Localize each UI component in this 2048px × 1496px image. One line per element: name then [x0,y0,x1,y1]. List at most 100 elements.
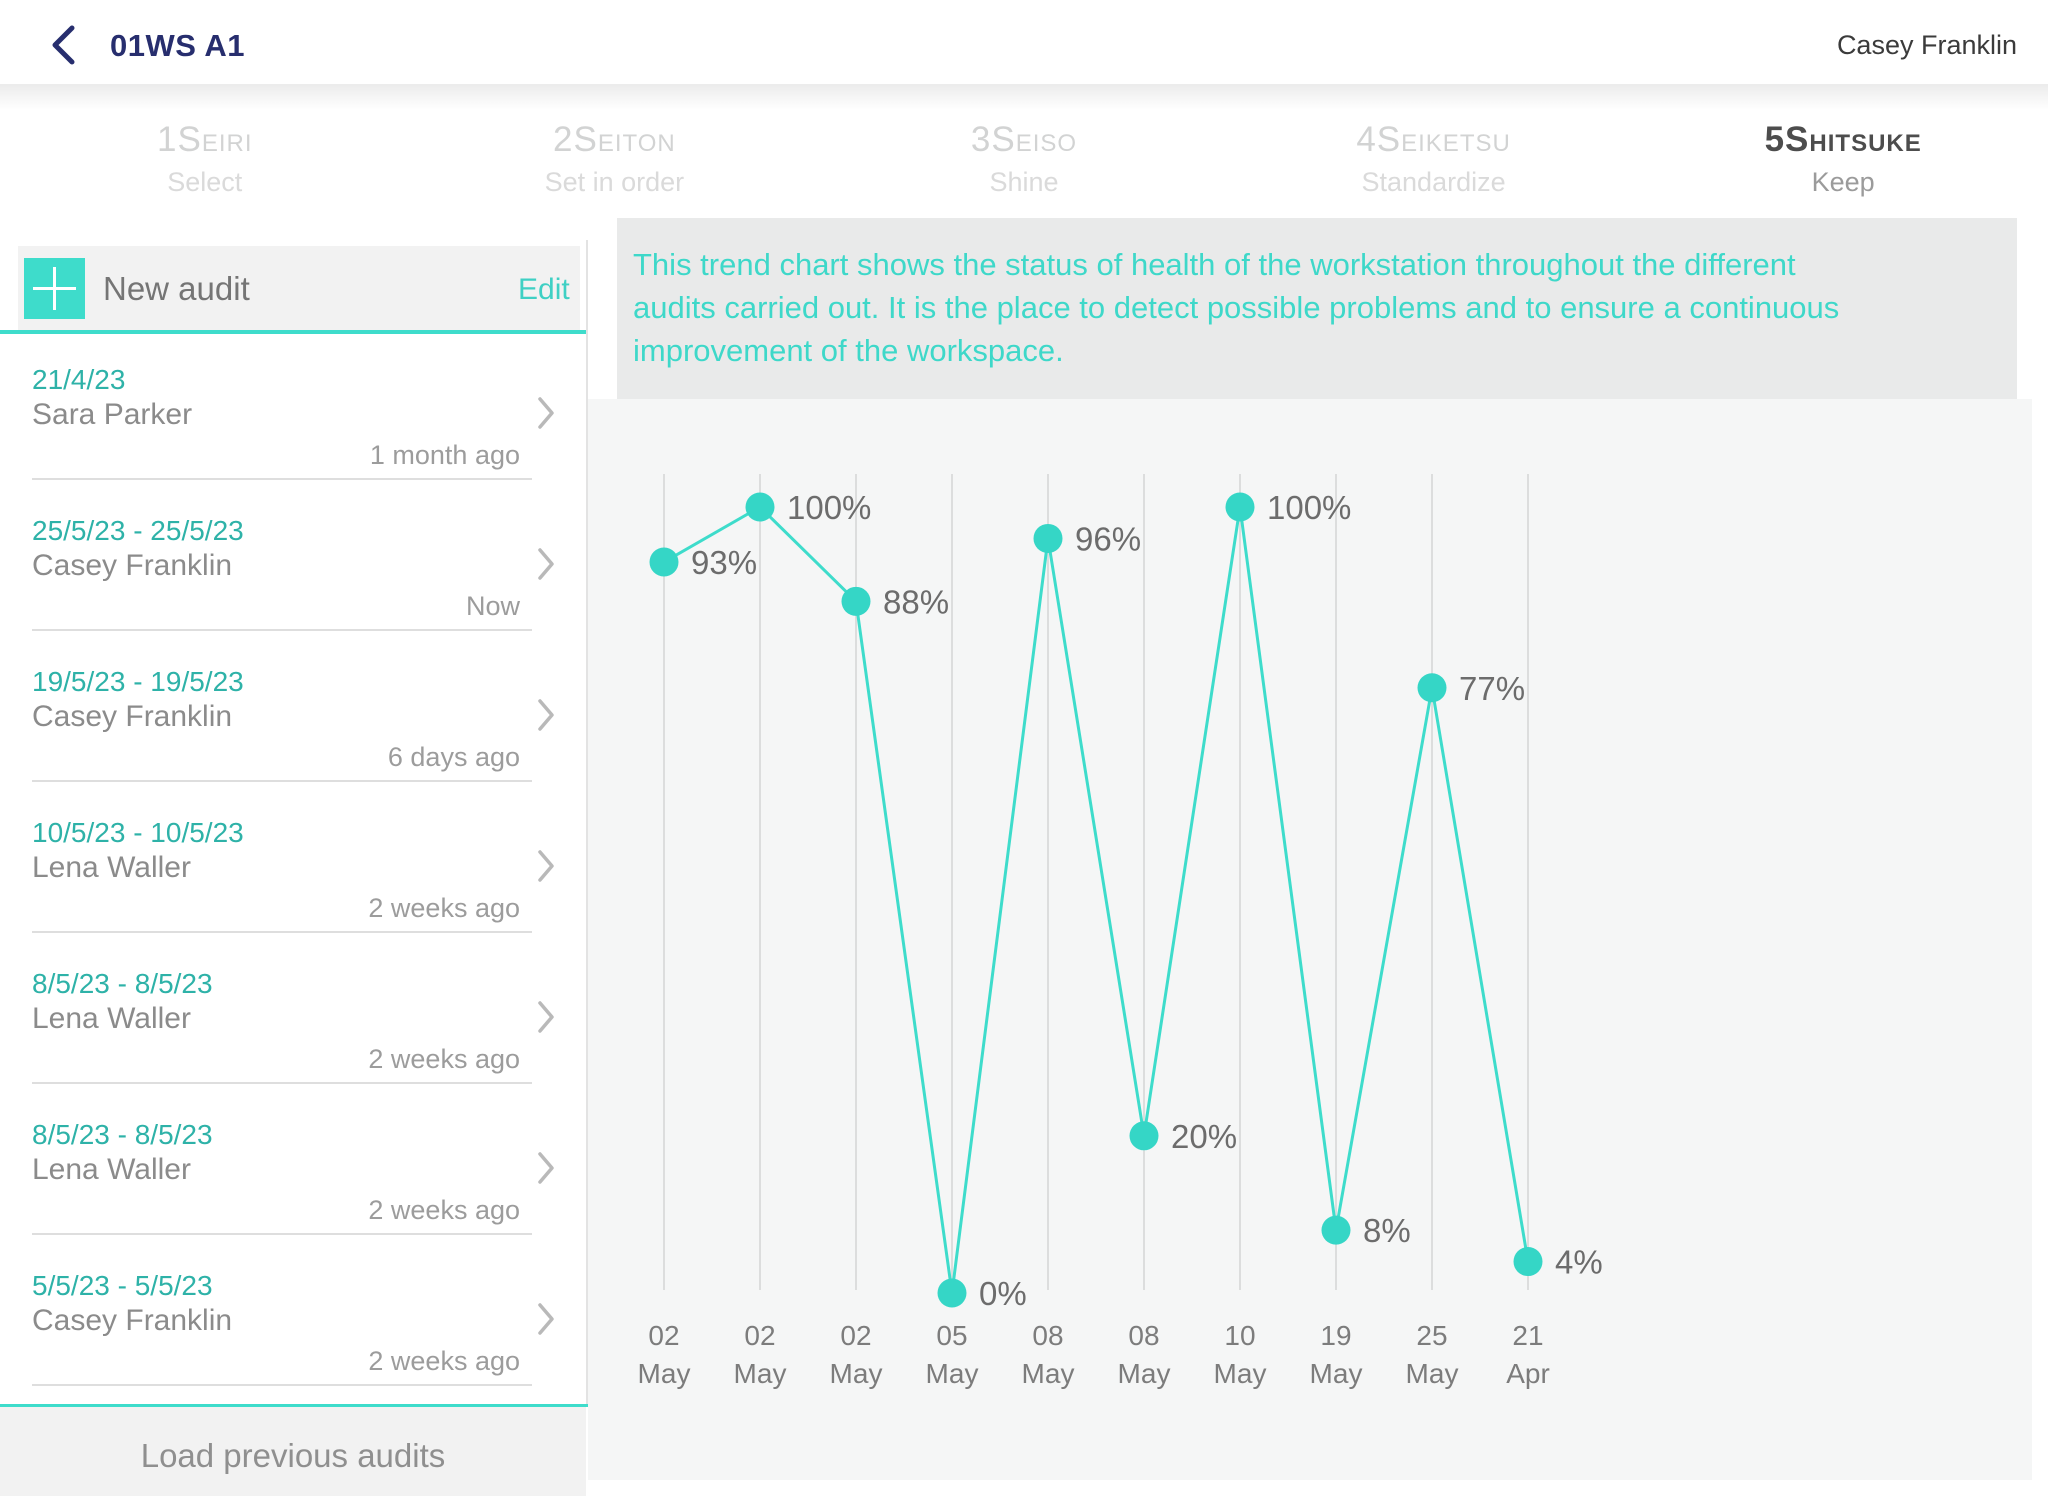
trend-description-box: This trend chart shows the status of hea… [617,218,2017,399]
audit-date: 8/5/23 - 8/5/23 [32,1119,213,1150]
chart-point[interactable] [937,1278,967,1308]
x-axis-label-month: Apr [1506,1358,1550,1389]
trend-line-chart: 93% 100% 88% 0% 96% 20% 100% 8% 77% 4% 02 May 02 May 0… [638,474,1603,1389]
top-bar-shadow [0,84,2048,110]
trend-line [663,505,1530,1295]
x-axis-label-month: May [1022,1358,1075,1389]
list-divider [32,780,532,782]
point-value-label: 93% [691,544,757,581]
chevron-right-icon [538,699,554,731]
page-title: 01WS A1 [110,28,246,63]
chart-point[interactable] [649,547,679,577]
new-audit-label[interactable]: New audit [103,270,250,307]
list-divider [32,931,532,933]
x-axis-label-month: May [734,1358,787,1389]
x-axis-label-month: May [1406,1358,1459,1389]
chevron-right-icon [538,1152,554,1184]
audit-date: 21/4/23 [32,364,126,395]
list-divider [32,629,532,631]
audit-author: Lena Waller [32,1002,191,1035]
plus-icon[interactable] [24,258,85,319]
audit-date: 10/5/23 - 10/5/23 [32,817,244,848]
audit-date: 19/5/23 - 19/5/23 [32,666,244,697]
audit-list-item[interactable]: 8/5/23 - 8/5/23 Lena Waller 2 weeks ago [0,958,586,1109]
x-axis-label-month: May [830,1358,883,1389]
x-axis-label-day: 02 [648,1320,679,1351]
edit-button[interactable]: Edit [518,273,570,306]
x-axis-label-day: 02 [744,1320,775,1351]
audit-date: 5/5/23 - 5/5/23 [32,1270,213,1301]
five-s-tab-bar: 1SEIRI Select 2SEITON Set in order 3SEISO Shi… [0,120,2048,216]
audit-author: Casey Franklin [32,549,233,582]
list-divider [32,1233,532,1235]
list-divider [32,1384,532,1386]
x-axis-label-day: 19 [1320,1320,1351,1351]
chevron-right-icon [538,850,554,882]
audit-relative-time: 2 weeks ago [368,1346,520,1376]
audit-author: Lena Waller [32,851,191,884]
audit-list-item[interactable]: 5/5/23 - 5/5/23 Casey Franklin 2 weeks a… [0,1260,586,1411]
x-axis-label-day: 08 [1128,1320,1159,1351]
audit-list-item[interactable]: 25/5/23 - 25/5/23 Casey Franklin Now [0,505,586,656]
tab-set-in-order[interactable]: 2SEITON Set in order [544,120,685,197]
load-previous-audits-label: Load previous audits [140,1437,446,1474]
x-axis-label-month: May [1310,1358,1363,1389]
tab-standardize[interactable]: 4SEIKETSU Standardize [1356,120,1511,197]
x-axis-label-month: May [1118,1358,1171,1389]
point-value-label: 20% [1171,1118,1237,1155]
load-previous-audits-button[interactable]: Load previous audits [0,1407,586,1496]
point-value-label: 88% [883,583,949,620]
chart-point[interactable] [1225,492,1255,522]
point-value-label: 0% [979,1275,1027,1312]
tab-keep[interactable]: 5SHITSUKE Keep [1764,120,1922,197]
chart-point[interactable] [1321,1215,1351,1245]
tab-select[interactable]: 1SEIRI Select [157,120,253,197]
x-axis-label-day: 02 [840,1320,871,1351]
audit-relative-time: 2 weeks ago [368,1044,520,1074]
tab-shine[interactable]: 3SEISO Shine [970,120,1078,197]
audit-author: Casey Franklin [32,700,233,733]
new-audit-row[interactable] [18,246,580,330]
x-axis-label-month: May [638,1358,691,1389]
chart-point[interactable] [1417,673,1447,703]
point-value-label: 4% [1555,1244,1603,1281]
audit-list: 21/4/23 Sara Parker 1 month ago 25/5/23 … [0,354,586,1411]
chevron-right-icon [538,1303,554,1335]
trend-chart-panel: 93% 100% 88% 0% 96% 20% 100% 8% 77% 4% 02 May 02 May 0… [588,399,2032,1480]
audit-list-item[interactable]: 10/5/23 - 10/5/23 Lena Waller 2 weeks ag… [0,807,586,958]
chart-point[interactable] [1513,1247,1543,1277]
x-axis-label-day: 21 [1512,1320,1543,1351]
audit-author: Casey Franklin [32,1304,233,1337]
audit-author: Lena Waller [32,1153,191,1186]
user-name: Casey Franklin [1836,30,2017,60]
trend-description-text: This trend chart shows the status of hea… [633,247,1840,368]
x-axis-label-month: May [1214,1358,1267,1389]
chart-point[interactable] [1129,1121,1159,1151]
x-axis-label-day: 05 [936,1320,967,1351]
sidebar-footer-accent-line [0,1404,588,1407]
top-bar: 01WS A1 Casey Franklin [0,0,2048,84]
back-button[interactable] [48,24,78,66]
list-divider [32,1082,532,1084]
sidebar-accent-divider [0,330,588,334]
audit-date: 25/5/23 - 25/5/23 [32,515,244,546]
chart-point[interactable] [1033,523,1063,553]
x-axis-label-day: 08 [1032,1320,1063,1351]
point-value-label: 96% [1075,520,1141,557]
chart-point[interactable] [745,492,775,522]
x-axis-label-day: 10 [1224,1320,1255,1351]
sidebar-right-border [586,240,588,1404]
audit-list-item[interactable]: 19/5/23 - 19/5/23 Casey Franklin 6 days … [0,656,586,807]
audit-date: 8/5/23 - 8/5/23 [32,968,213,999]
chevron-right-icon [538,548,554,580]
chevron-right-icon [538,397,554,429]
audit-relative-time: 2 weeks ago [368,1195,520,1225]
audit-list-item[interactable]: 8/5/23 - 8/5/23 Lena Waller 2 weeks ago [0,1109,586,1260]
audit-list-item[interactable]: 21/4/23 Sara Parker 1 month ago [0,354,586,505]
list-divider [32,478,532,480]
chart-point[interactable] [841,586,871,616]
x-axis-label-day: 25 [1416,1320,1447,1351]
audit-relative-time: 6 days ago [387,742,520,772]
point-value-label: 77% [1459,670,1525,707]
